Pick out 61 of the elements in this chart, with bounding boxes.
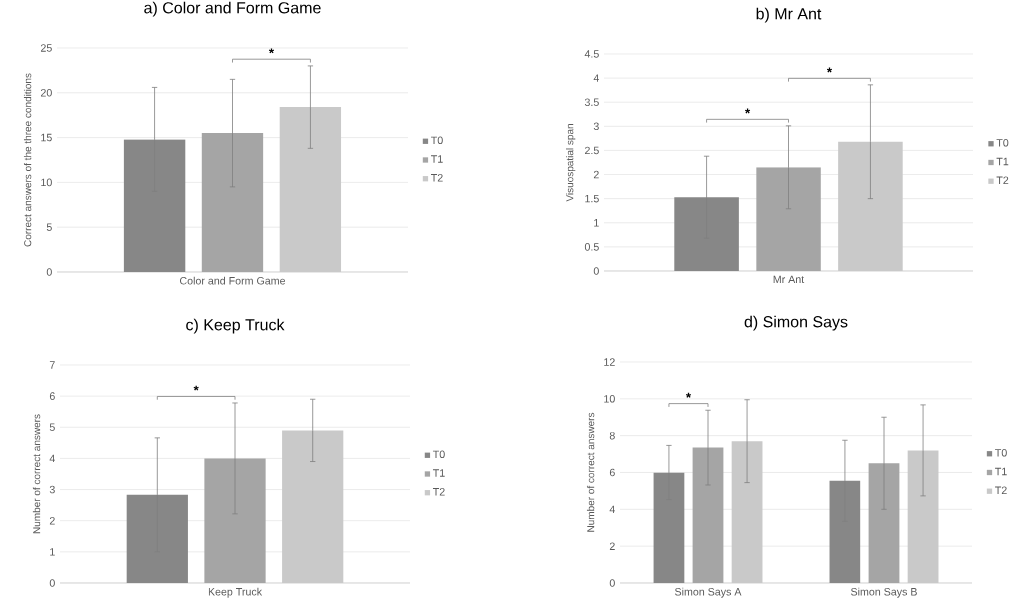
x-tick-label: Simon Says A [674,587,742,598]
x-tick-label: Simon Says B [850,587,917,598]
chart-title: c) Keep Truck [186,318,285,334]
chart-title: a) Color and Form Game [144,1,321,17]
annotation: * [685,392,692,398]
y-tick-label: 25 [40,44,52,52]
legend-label: T0 [431,136,443,145]
y-tick-label: 2 [49,516,55,525]
legend-label: T1 [431,155,443,163]
y-tick-label: 0 [49,579,55,587]
annotation: * [744,108,751,114]
annotation: * [193,385,199,391]
legend-label: T1 [432,469,445,477]
y-axis-title: Visuospatial span [566,124,576,202]
legend-label: T2 [995,486,1007,494]
y-tick-label: 20 [40,89,52,97]
y-tick-label: 8 [609,431,615,440]
y-axis-title: Number of correct answers [586,412,595,532]
y-tick-label: 4 [593,74,599,82]
y-tick-label: 10 [604,395,615,403]
y-tick-label: 1 [594,219,599,227]
y-tick-label: 1.5 [585,194,599,203]
y-axis-title: Number of correct answers [32,414,41,534]
annotation: * [268,48,275,54]
y-tick-label: 0 [46,268,52,276]
y-tick-label: 7 [49,361,55,369]
y-tick-label: 15 [41,133,52,142]
annotation: * [826,67,833,73]
x-tick-label: Color and Form Game [179,276,286,285]
legend-label: T0 [432,450,445,459]
legend-label: T2 [996,176,1009,184]
y-tick-label: 2 [609,542,615,550]
legend-label: T0 [996,139,1009,147]
y-tick-label: 2 [593,170,599,179]
y-tick-label: 5 [49,423,55,431]
y-tick-label: 4 [609,505,615,513]
y-tick-label: 5 [46,223,52,231]
y-tick-label: 3.5 [584,98,599,106]
y-axis-title: Correct answers of the three conditions [23,73,32,247]
chart-title: b) Mr Ant [756,7,822,23]
legend-label: T2 [432,487,445,496]
y-tick-label: 4 [49,454,55,463]
y-tick-label: 2.5 [585,146,599,155]
x-tick-label: Mr Ant [773,275,805,284]
legend-label: T1 [996,157,1009,166]
y-tick-label: 3 [593,122,599,131]
y-tick-label: 10 [41,178,52,187]
y-tick-label: 0 [593,267,599,275]
legend-label: T2 [431,173,443,182]
y-tick-label: 4.5 [584,50,599,58]
y-tick-label: 6 [609,468,615,477]
x-tick-label: Keep Truck [208,587,263,598]
y-tick-label: 1 [50,548,55,556]
y-tick-label: 0 [609,579,615,587]
legend-label: T0 [995,449,1007,457]
y-tick-label: 0.5 [584,243,599,251]
y-tick-label: 3 [49,485,55,494]
y-tick-label: 12 [604,358,615,366]
chart-title: d) Simon Says [744,315,848,331]
y-tick-label: 6 [49,392,55,400]
legend-label: T1 [995,467,1007,476]
